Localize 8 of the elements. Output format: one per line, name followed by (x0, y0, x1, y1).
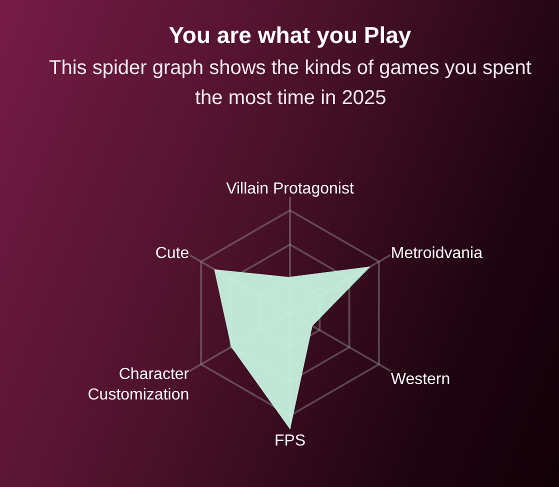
spoke-label: Western (390, 371, 450, 388)
spoke-label: Character Customization (88, 366, 190, 404)
spoke-label: Cute (155, 245, 190, 262)
spoke-label: Metroidvania (390, 245, 483, 262)
spoke-label: FPS (274, 432, 306, 450)
chart-subtitle: This spider graph shows the kinds of games you spent the most time in 2025 (49, 57, 532, 109)
chart-title: You are what you Play (168, 22, 412, 48)
spoke-label: Villain Protagonist (226, 180, 354, 198)
